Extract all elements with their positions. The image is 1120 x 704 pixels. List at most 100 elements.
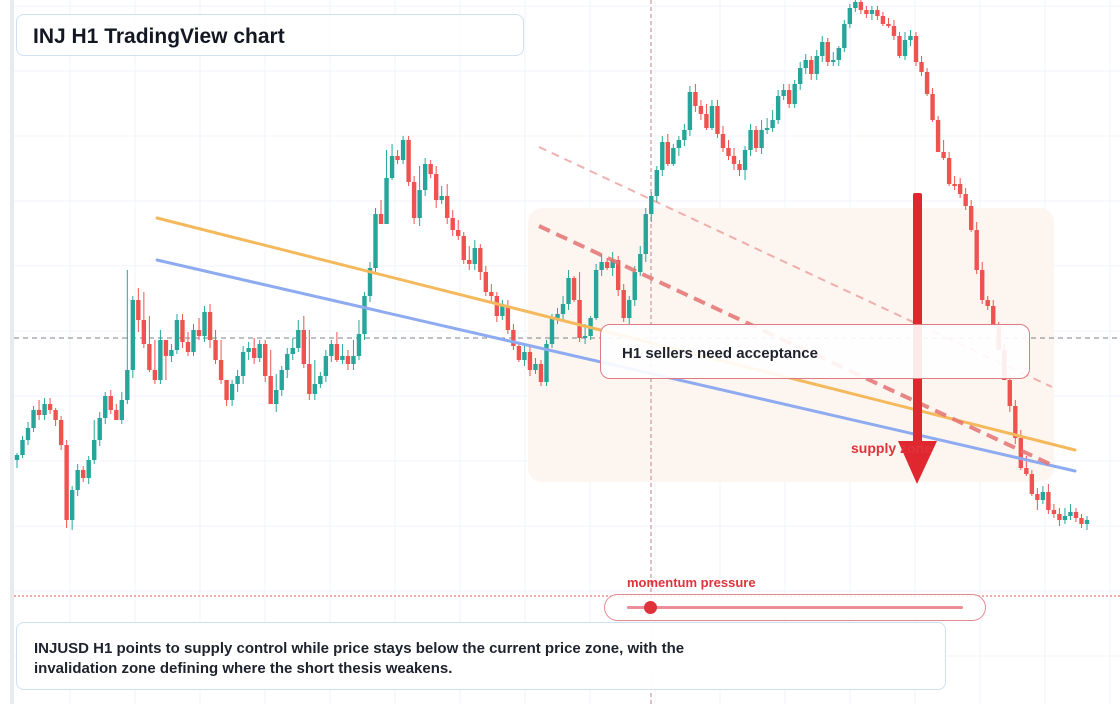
candle-body bbox=[389, 156, 395, 178]
candle-body bbox=[742, 150, 748, 170]
candle-body bbox=[224, 380, 229, 400]
candle-body bbox=[58, 420, 64, 445]
candle-body bbox=[246, 348, 251, 352]
candle-body bbox=[974, 230, 979, 270]
candle-body bbox=[610, 260, 615, 268]
candle-body bbox=[218, 360, 224, 380]
candle-body bbox=[820, 42, 825, 56]
candle-body bbox=[566, 278, 571, 304]
candle-body bbox=[196, 330, 202, 336]
candle-body bbox=[511, 330, 516, 346]
candle-body bbox=[698, 106, 704, 114]
candle-body bbox=[163, 340, 169, 356]
candle-body bbox=[759, 130, 764, 148]
candle-body bbox=[643, 214, 648, 254]
candle-body bbox=[14, 455, 20, 460]
candle-body bbox=[1046, 492, 1051, 510]
candle-body bbox=[770, 120, 775, 128]
candle-body bbox=[367, 268, 373, 296]
candle-body bbox=[1007, 380, 1012, 406]
candle-body bbox=[191, 330, 196, 352]
candle-body bbox=[671, 148, 676, 164]
candle-body bbox=[803, 60, 808, 68]
candle-body bbox=[654, 170, 659, 196]
candle-body bbox=[400, 140, 406, 160]
momentum-slider-knob[interactable] bbox=[644, 601, 658, 614]
candle-body bbox=[980, 270, 985, 300]
candle-body bbox=[130, 300, 136, 370]
candle-body bbox=[268, 376, 273, 404]
candle-body bbox=[660, 142, 665, 170]
momentum-slider[interactable] bbox=[604, 594, 986, 621]
candlestick-series bbox=[14, 0, 1090, 530]
candle-body bbox=[323, 356, 329, 376]
candle-body bbox=[913, 36, 919, 62]
projection-arrow-head bbox=[898, 441, 937, 484]
candle-body bbox=[1013, 406, 1018, 438]
candle-body bbox=[279, 370, 284, 390]
candle-body bbox=[549, 318, 555, 344]
candle-body bbox=[251, 348, 257, 358]
candle-body bbox=[842, 24, 847, 48]
title-card: INJ H1 TradingView chart bbox=[16, 14, 524, 56]
candle-body bbox=[1051, 510, 1057, 514]
candle-body bbox=[489, 292, 494, 296]
candle-body bbox=[555, 314, 560, 318]
candle-body bbox=[786, 90, 792, 104]
supply-zone-label: supply zone bbox=[851, 440, 932, 456]
candle-body bbox=[577, 300, 582, 338]
candle-body bbox=[720, 134, 726, 148]
candle-body bbox=[632, 272, 637, 300]
candle-body bbox=[312, 384, 318, 394]
candle-body bbox=[538, 364, 544, 382]
candle-body bbox=[748, 130, 753, 150]
candle-body bbox=[544, 344, 549, 382]
candle-body bbox=[682, 130, 687, 140]
candle-body bbox=[119, 400, 124, 420]
candle-body bbox=[461, 236, 466, 260]
candle-body bbox=[147, 344, 152, 370]
candle-body bbox=[80, 470, 86, 478]
candle-body bbox=[908, 36, 913, 40]
candle-body bbox=[285, 354, 290, 370]
candle-body bbox=[75, 470, 80, 490]
candle-body bbox=[836, 48, 842, 60]
candle-body bbox=[329, 344, 334, 356]
summary-text: INJUSD H1 points to supply control while… bbox=[34, 640, 685, 677]
candle-body bbox=[180, 320, 185, 342]
candle-body bbox=[726, 148, 731, 156]
candle-body bbox=[307, 364, 312, 394]
summary-card: INJUSD H1 points to supply control while… bbox=[16, 622, 946, 690]
candle-body bbox=[411, 182, 417, 218]
candle-body bbox=[985, 300, 990, 306]
candle-body bbox=[47, 404, 53, 410]
candle-body bbox=[500, 306, 505, 316]
candle-body bbox=[108, 396, 113, 410]
candle-body bbox=[235, 376, 240, 384]
candle-body bbox=[687, 92, 693, 130]
candle-body bbox=[395, 156, 400, 160]
candle-body bbox=[69, 490, 75, 520]
candle-body bbox=[136, 300, 141, 320]
candle-body bbox=[599, 262, 604, 270]
candle-body bbox=[880, 16, 886, 24]
momentum-slider-track bbox=[627, 606, 963, 609]
candle-body bbox=[356, 334, 362, 356]
candle-body bbox=[737, 164, 742, 170]
candle-body bbox=[362, 296, 367, 334]
candle-body bbox=[533, 364, 538, 370]
candle-body bbox=[847, 8, 853, 24]
supply-trendline-light[interactable] bbox=[538, 146, 1053, 388]
candle-body bbox=[991, 306, 996, 326]
candle-body bbox=[494, 296, 500, 316]
candle-body bbox=[886, 24, 891, 26]
candle-body bbox=[207, 312, 213, 340]
candle-body bbox=[345, 356, 351, 364]
candle-body bbox=[296, 330, 301, 348]
candle-body bbox=[152, 370, 158, 380]
candle-body bbox=[522, 352, 527, 360]
candle-body bbox=[505, 306, 511, 330]
candle-body bbox=[290, 348, 295, 354]
candle-body bbox=[456, 230, 461, 236]
candle-body bbox=[869, 10, 875, 14]
